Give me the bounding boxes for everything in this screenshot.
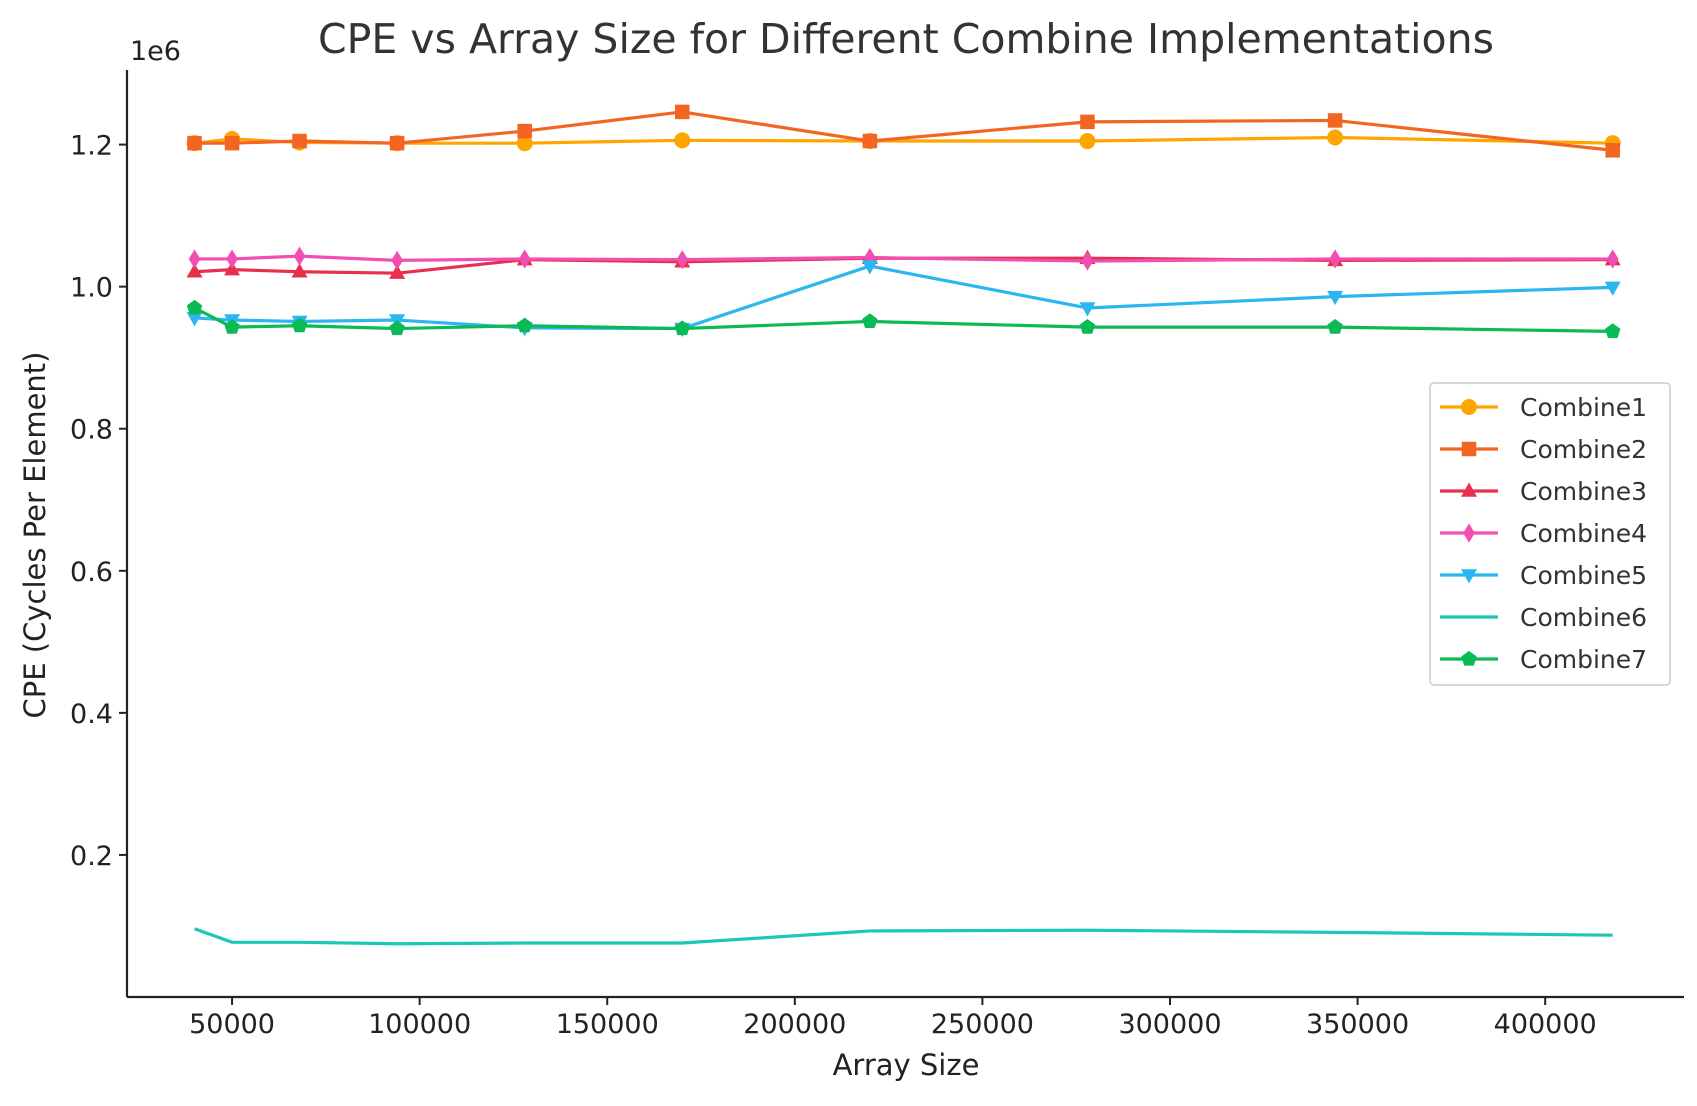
data-point: [518, 249, 531, 269]
data-point: [862, 133, 878, 149]
data-point: [186, 299, 203, 315]
data-point: [291, 263, 308, 278]
x-tick-label: 150000: [556, 1009, 659, 1040]
data-point: [291, 317, 308, 333]
x-tick-label: 50000: [189, 1009, 275, 1040]
data-point: [292, 133, 307, 149]
y-offset-label: 1e6: [130, 36, 181, 67]
y-tick-label: 1.2: [70, 131, 113, 162]
legend-item: Combine6: [1440, 603, 1647, 632]
data-point: [226, 249, 238, 269]
y-tick-label: 0.8: [70, 415, 113, 446]
legend-item: Combine7: [1440, 645, 1647, 674]
data-point: [1327, 113, 1343, 128]
legend-marker: [1461, 441, 1477, 457]
x-tick-label: 300000: [1118, 1009, 1221, 1040]
data-point: [1079, 133, 1096, 150]
data-point: [1080, 114, 1095, 130]
data-point: [1327, 319, 1343, 334]
legend-marker: [1461, 482, 1477, 497]
series-line: [193, 927, 1613, 946]
series-line: [194, 254, 1613, 263]
series-combine2: [187, 104, 1620, 158]
series-combine7: [186, 299, 1621, 338]
data-point: [1079, 319, 1096, 334]
legend-label: Combine2: [1520, 435, 1647, 464]
legend-marker: [1461, 399, 1477, 415]
legend-item: Combine3: [1440, 477, 1647, 506]
y-tick-label: 1.0: [70, 273, 113, 304]
legend-item: Combine1: [1440, 393, 1647, 422]
legend-marker: [1461, 569, 1477, 584]
y-tick-label: 0.6: [70, 557, 113, 588]
data-point: [862, 313, 878, 329]
series-combine3: [186, 249, 1621, 279]
series-group: [186, 104, 1621, 946]
data-point: [188, 249, 201, 269]
data-point: [186, 263, 203, 278]
data-point: [1329, 249, 1341, 269]
series-line: [194, 264, 1613, 331]
x-tick-label: 400000: [1494, 1009, 1597, 1040]
legend-marker: [1461, 650, 1477, 666]
x-tick-label: 200000: [743, 1009, 846, 1040]
legend-label: Combine6: [1520, 603, 1647, 632]
data-point: [293, 246, 306, 266]
data-point: [674, 132, 691, 149]
x-tick-label: 350000: [1306, 1009, 1409, 1040]
data-point: [224, 319, 240, 334]
legend-marker: [1463, 523, 1475, 543]
data-point: [675, 104, 690, 120]
legend-label: Combine3: [1520, 477, 1647, 506]
data-point: [674, 320, 690, 336]
data-point: [389, 264, 406, 279]
series-combine4: [188, 246, 1619, 271]
data-point: [1327, 290, 1344, 306]
legend: Combine1 Combine2 Combine3 Combine4 Combine5…: [1429, 382, 1671, 686]
legend-box: [1429, 382, 1671, 686]
legend-label: Combine1: [1520, 393, 1647, 422]
data-point: [517, 123, 532, 139]
data-point: [1604, 323, 1621, 338]
data-point: [861, 260, 878, 275]
series-combine6: [193, 927, 1613, 946]
legend-item: Combine5: [1440, 561, 1647, 590]
data-point: [676, 250, 689, 270]
series-line: [193, 306, 1613, 334]
data-point: [391, 250, 403, 270]
legend-item: Combine2: [1440, 435, 1647, 464]
data-point: [224, 135, 240, 151]
axes: 50000 100000 150000 200000 250000 300000 35000…: [70, 70, 1684, 1040]
data-point: [1079, 302, 1096, 317]
data-point: [1327, 129, 1344, 146]
legend-label: Combine5: [1520, 561, 1647, 590]
legend-item: Combine4: [1440, 519, 1647, 548]
data-point: [389, 135, 405, 151]
data-point: [1081, 251, 1094, 271]
data-point: [187, 135, 202, 151]
x-tick-label: 250000: [931, 1009, 1034, 1040]
legend-label: Combine7: [1520, 645, 1647, 674]
data-point: [1604, 281, 1621, 296]
y-tick-label: 0.2: [70, 841, 113, 872]
data-point: [389, 320, 405, 336]
data-point: [516, 317, 533, 333]
data-point: [1605, 143, 1620, 158]
y-axis-label: CPE (Cycles Per Element): [18, 352, 52, 719]
chart-title: CPE vs Array Size for Different Combine …: [318, 15, 1494, 63]
x-axis-label: Array Size: [833, 1048, 980, 1082]
legend-label: Combine4: [1520, 519, 1647, 548]
series-line: [194, 110, 1613, 152]
y-tick-label: 0.4: [70, 699, 113, 730]
x-tick-label: 100000: [368, 1009, 471, 1040]
data-point: [1606, 249, 1619, 269]
